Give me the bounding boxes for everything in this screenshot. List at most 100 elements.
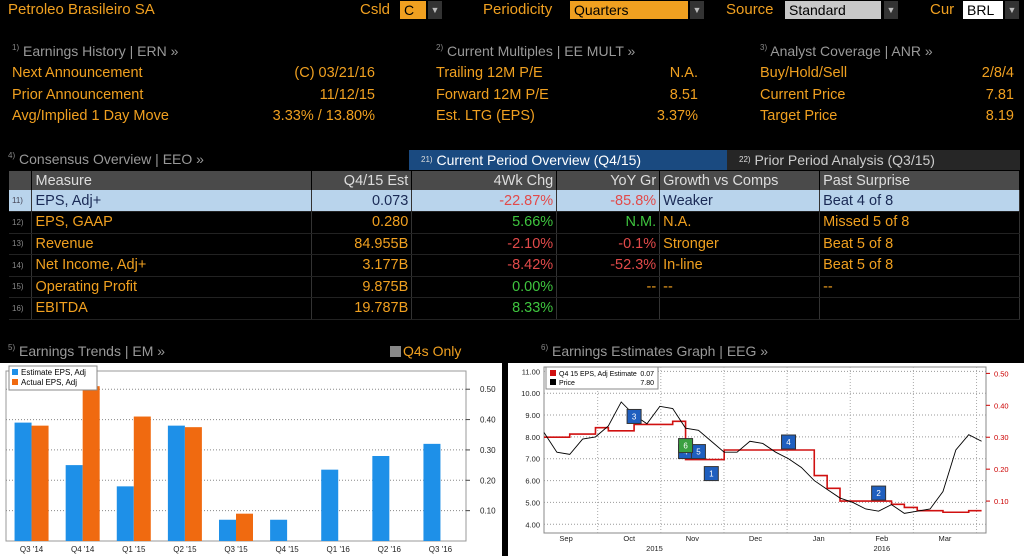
csld-select[interactable]: C	[400, 1, 426, 19]
q4s-only-toggle[interactable]: Q4s Only	[390, 343, 461, 359]
tab-current-period[interactable]: 21) Current Period Overview (Q4/15)	[409, 150, 727, 170]
earnings-estimates-graph-link[interactable]: 6) Earnings Estimates Graph | EEG »	[541, 343, 769, 359]
avg-move-label: Avg/Implied 1 Day Move	[12, 108, 169, 124]
table-header-row: Measure Q4/15 Est 4Wk Chg YoY Gr Growth …	[9, 171, 1020, 190]
x-tick-label: Sep	[559, 534, 572, 543]
row-number: 11)	[9, 190, 33, 212]
table-row[interactable]: 11) EPS, Adj+ 0.073 -22.87% -85.8% Weake…	[9, 190, 1020, 212]
table-row[interactable]: 16) EBITDA 19.787B 8.33%	[9, 297, 1020, 320]
legend-swatch-price	[550, 379, 556, 385]
row-yoy: --	[556, 276, 661, 298]
current-multiples-link[interactable]: 2) Current Multiples | EE MULT »	[436, 43, 636, 59]
table-row[interactable]: 14) Net Income, Adj+ 3.177B -8.42% -52.3…	[9, 254, 1020, 277]
currency-dropdown-icon[interactable]: ▼	[1005, 1, 1019, 19]
column-header-growth[interactable]: Growth vs Comps	[659, 171, 821, 190]
row-growth	[659, 297, 821, 320]
legend-value-price: 7.80	[640, 380, 654, 387]
row-growth: N.A.	[659, 211, 821, 234]
legend-value-estimate: 0.07	[640, 371, 654, 378]
table-row[interactable]: 15) Operating Profit 9.875B 0.00% -- -- …	[9, 276, 1020, 298]
y-tick-label: 0.50	[480, 385, 496, 394]
estimate-bar	[372, 456, 390, 541]
chart-legend: Q4 15 EPS, Adj Estimate 0.07 Price 7.80	[545, 366, 659, 390]
x-tick-label: Mar	[938, 534, 951, 543]
row-measure: Net Income, Adj+	[31, 254, 313, 277]
csld-dropdown-icon[interactable]: ▼	[428, 1, 442, 19]
x-tick-label: Q4 '15	[275, 545, 299, 554]
right-y-tick-label: 0.30	[994, 433, 1009, 442]
row-number: 13)	[9, 233, 33, 255]
buy-hold-sell-label: Buy/Hold/Sell	[760, 65, 848, 81]
row-number: 14)	[9, 254, 33, 277]
column-header-measure[interactable]: Measure	[31, 171, 313, 190]
currency-select[interactable]: BRL	[963, 1, 1003, 19]
table-row[interactable]: 12) EPS, GAAP 0.280 5.66% N.M. N.A. Miss…	[9, 211, 1020, 234]
y-tick-label: 0.30	[480, 446, 496, 455]
next-announcement-value: (C) 03/21/16	[294, 65, 375, 81]
column-header-estimate[interactable]: Q4/15 Est	[311, 171, 413, 190]
column-header-surprise[interactable]: Past Surprise	[819, 171, 1020, 190]
event-marker	[678, 438, 694, 454]
prior-announcement-value: 11/12/15	[319, 87, 375, 103]
row-estimate: 3.177B	[311, 254, 413, 277]
event-marker	[626, 408, 642, 424]
estimate-bar	[321, 469, 339, 541]
y-tick-label: 0.20	[480, 476, 496, 485]
row-growth: Weaker	[659, 190, 821, 212]
row-estimate: 9.875B	[311, 276, 413, 298]
y-tick-label: 0.40	[480, 416, 496, 425]
column-header-4wk-chg[interactable]: 4Wk Chg	[411, 171, 558, 190]
right-y-tick-label: 0.10	[994, 497, 1009, 506]
earnings-estimates-chart: 4.00 5.00 6.00 7.00 8.00 9.00 10.00 11.00 0.10 0.…	[508, 363, 1024, 556]
analyst-coverage-link[interactable]: 3) Analyst Coverage | ANR »	[760, 43, 933, 59]
actual-bar	[133, 416, 151, 541]
row-measure: EBITDA	[31, 297, 313, 320]
event-marker-label: 6	[683, 442, 688, 451]
x-tick-label: Q1 '15	[122, 545, 146, 554]
source-dropdown-icon[interactable]: ▼	[884, 1, 898, 19]
right-y-tick-label: 0.50	[994, 369, 1009, 378]
row-yoy: -85.8%	[556, 190, 661, 212]
prior-announcement-label: Prior Announcement	[12, 87, 144, 103]
avg-move-value: 3.33% / 13.80%	[272, 108, 375, 124]
row-4wk-chg: -8.42%	[411, 254, 558, 277]
row-growth: --	[659, 276, 821, 298]
left-y-tick-label: 6.00	[525, 477, 540, 486]
row-yoy	[556, 297, 661, 320]
row-yoy: N.M.	[556, 211, 661, 234]
y-tick-label: 0.10	[480, 507, 496, 516]
right-y-tick-label: 0.40	[994, 401, 1009, 410]
left-y-tick-label: 5.00	[525, 498, 540, 507]
column-header-yoy[interactable]: YoY Gr	[556, 171, 661, 190]
earnings-history-link[interactable]: 1) Earnings History | ERN »	[12, 43, 179, 59]
table-row[interactable]: 13) Revenue 84.955B -2.10% -0.1% Stronge…	[9, 233, 1020, 255]
estimate-bar	[65, 465, 83, 541]
x-tick-label: Dec	[749, 534, 763, 543]
estimate-bar	[270, 519, 288, 541]
earnings-trends-link[interactable]: 5) Earnings Trends | EM »	[8, 343, 166, 359]
x-tick-label: Q2 '15	[173, 545, 197, 554]
earnings-trends-svg: 0.10 0.20 0.30 0.40 0.50 Q3 '14 Q4 '14 Q1 '15 Q2…	[5, 365, 496, 554]
trailing-pe-value: N.A.	[669, 65, 698, 81]
row-growth: Stronger	[659, 233, 821, 255]
consensus-overview-link[interactable]: 4) Consensus Overview | EEO »	[8, 151, 204, 167]
estimate-bar	[14, 422, 32, 541]
current-price-label: Current Price	[760, 87, 846, 103]
legend-swatch-estimate	[550, 370, 556, 376]
source-select[interactable]: Standard	[785, 1, 881, 19]
periodicity-dropdown-icon[interactable]: ▼	[690, 1, 704, 19]
left-y-tick-label: 9.00	[525, 411, 540, 420]
tab-prior-period[interactable]: 22) Prior Period Analysis (Q3/15)	[727, 150, 1020, 170]
row-measure: Operating Profit	[31, 276, 313, 298]
estimate-bar	[116, 486, 134, 541]
x-tick-label: Q3 '16	[429, 545, 453, 554]
row-estimate: 0.280	[311, 211, 413, 234]
periodicity-select[interactable]: Quarters	[570, 1, 688, 19]
x-tick-label: Q1 '16	[327, 545, 351, 554]
checkbox-icon[interactable]	[390, 346, 401, 357]
row-estimate: 19.787B	[311, 297, 413, 320]
row-number: 15)	[9, 276, 33, 298]
row-measure: EPS, GAAP	[31, 211, 313, 234]
row-surprise: Beat 5 of 8	[819, 233, 1020, 255]
legend-label-estimate: Estimate EPS, Adj	[21, 368, 86, 377]
